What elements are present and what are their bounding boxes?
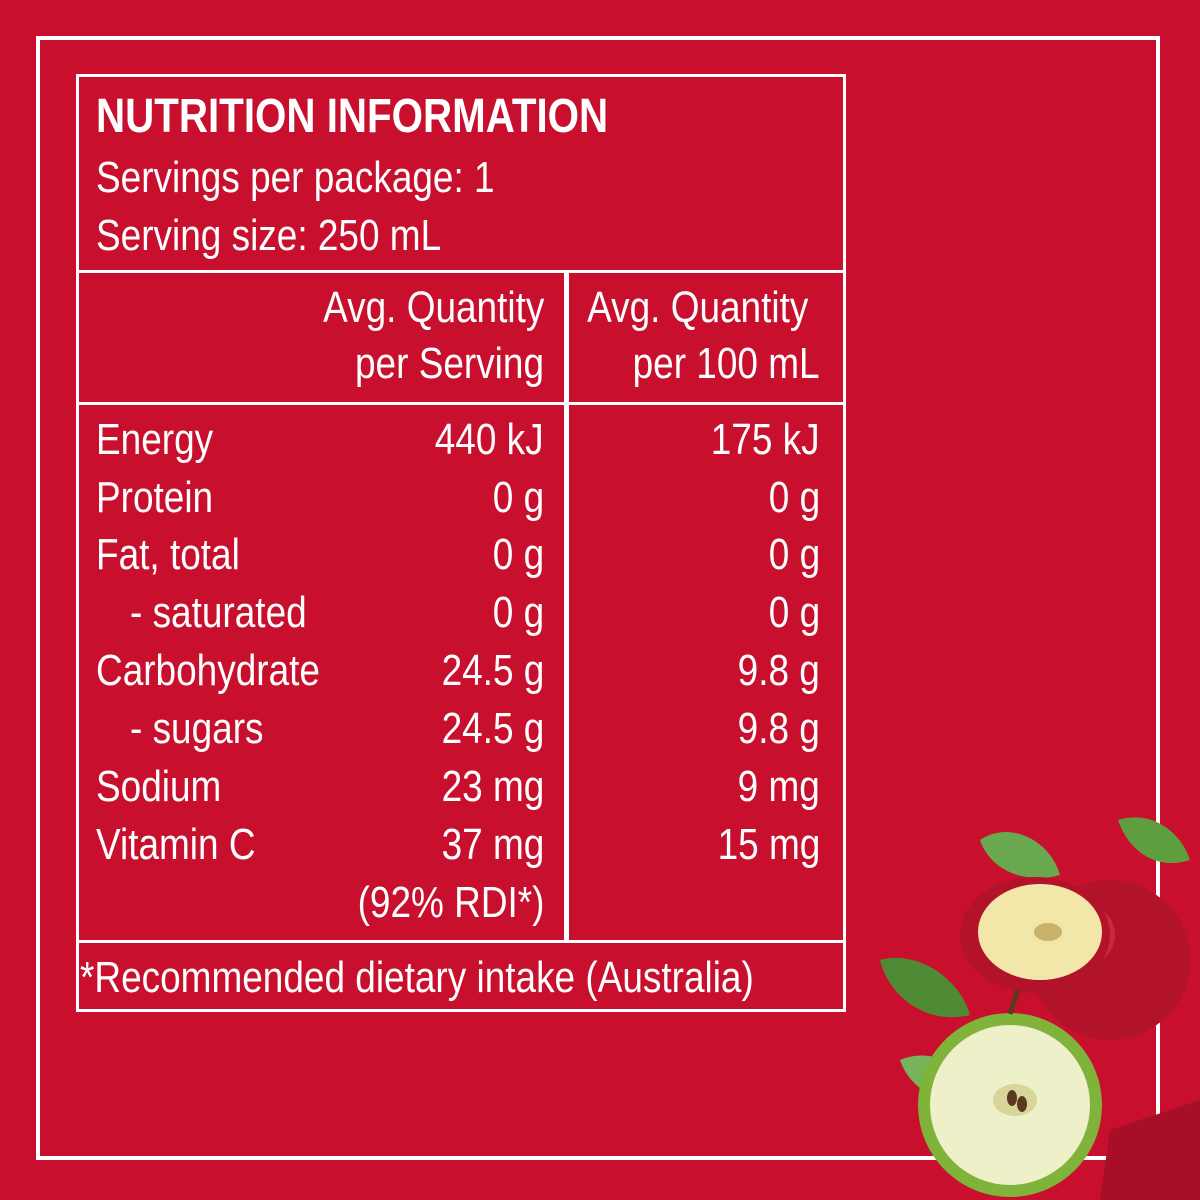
row-value-fat-total-serving: 0 g — [492, 530, 544, 579]
row-value-sodium-serving: 23 mg — [441, 762, 544, 811]
column-header-per-100ml: Avg. Quantity per 100 mL — [586, 283, 820, 388]
row-value-protein-100ml: 0 g — [768, 473, 820, 522]
row-value-saturated-serving: 0 g — [492, 588, 544, 637]
column-header-per-serving: Avg. Quantity per Serving — [322, 283, 544, 388]
row-label-sugars: - sugars — [130, 704, 264, 753]
row-value-carbohydrate-100ml: 9.8 g — [737, 646, 820, 695]
column-separator — [566, 270, 569, 940]
row-value-sodium-100ml: 9 mg — [737, 762, 820, 811]
row-value-protein-serving: 0 g — [492, 473, 544, 522]
row-label-saturated: - saturated — [130, 588, 307, 637]
row-value-vitamin-c-serving: 37 mg — [441, 820, 544, 869]
row-value-energy-100ml: 175 kJ — [711, 415, 820, 464]
serving-size: Serving size: 250 mL — [96, 211, 442, 260]
row-label-carbohydrate: Carbohydrate — [96, 646, 320, 695]
apples-illustration — [880, 817, 1200, 1200]
footnote: *Recommended dietary intake (Australia) — [80, 953, 754, 1002]
panel-title: NUTRITION INFORMATION — [96, 90, 609, 143]
row-label-protein: Protein — [96, 473, 214, 522]
nutrition-panel — [76, 74, 846, 1012]
row-label-sodium: Sodium — [96, 762, 222, 811]
row-value-vitamin-c-100ml: 15 mg — [717, 820, 820, 869]
outer-border — [36, 36, 1160, 1160]
row-value-fat-total-100ml: 0 g — [768, 530, 820, 579]
vitamin-c-rdi-note: (92% RDI*) — [357, 878, 544, 927]
row-label-energy: Energy — [96, 415, 214, 464]
row-label-vitamin-c: Vitamin C — [96, 820, 256, 869]
row-value-saturated-100ml: 0 g — [768, 588, 820, 637]
divider-footnote — [79, 940, 843, 943]
divider-columns — [79, 402, 843, 405]
row-value-carbohydrate-serving: 24.5 g — [441, 646, 544, 695]
row-value-sugars-serving: 24.5 g — [441, 704, 544, 753]
row-label-fat-total: Fat, total — [96, 530, 240, 579]
servings-per-package: Servings per package: 1 — [96, 153, 495, 202]
divider-header — [79, 270, 843, 273]
row-value-energy-serving: 440 kJ — [435, 415, 544, 464]
row-value-sugars-100ml: 9.8 g — [737, 704, 820, 753]
divider-col-1 — [564, 273, 567, 940]
